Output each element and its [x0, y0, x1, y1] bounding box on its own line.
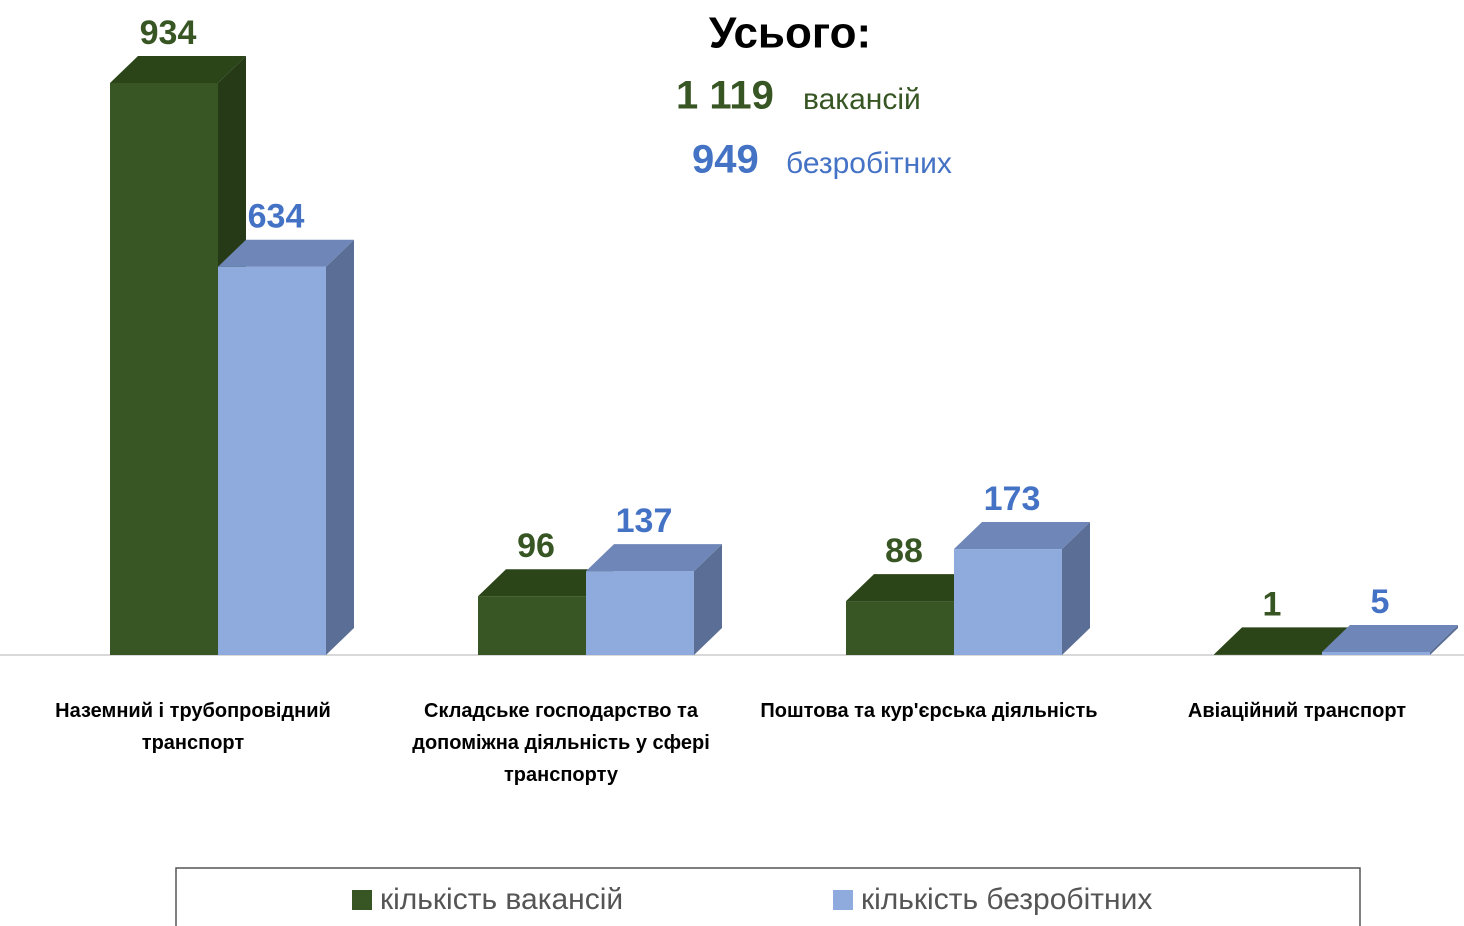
value-label: 88: [885, 532, 923, 570]
bar: [954, 549, 1062, 655]
bar: [478, 596, 586, 655]
bar-top: [110, 56, 246, 83]
bar-top: [1322, 624, 1458, 652]
legend-swatch: [833, 890, 853, 910]
bar-side: [1062, 522, 1090, 655]
x-tick-label: Складське господарство та допоміжна діял…: [412, 700, 710, 786]
bar: [110, 83, 218, 655]
chart-title: Усього:: [709, 9, 871, 58]
value-label: 5: [1371, 583, 1390, 621]
value-label: 1: [1263, 585, 1282, 623]
value-label: 137: [616, 502, 673, 540]
bar: [586, 571, 694, 655]
legend-label: кількість вакансій: [380, 883, 623, 916]
legend-box: [175, 867, 1361, 926]
bar-top: [1214, 627, 1350, 655]
bar-top: [846, 574, 982, 602]
x-tick-label: Авіаційний транспорт: [1187, 700, 1407, 722]
legend-label: кількість безробітних: [861, 883, 1152, 916]
total-text: безробітних: [786, 147, 952, 180]
bar-side: [1430, 624, 1458, 655]
total-number: 949: [692, 138, 759, 182]
x-tick-label: Наземний і трубопровідний транспорт: [55, 700, 331, 754]
bar-top: [218, 239, 354, 267]
bar: [1322, 651, 1430, 655]
value-label: 173: [984, 480, 1041, 518]
legend-swatch: [352, 890, 372, 910]
bar: [1214, 654, 1322, 655]
bar-top: [954, 522, 1090, 550]
bar-side: [694, 544, 722, 655]
bar-side: [326, 239, 354, 656]
bar-top: [586, 544, 722, 572]
bar: [846, 601, 954, 655]
value-label: 934: [140, 14, 197, 52]
total-text: вакансій: [803, 83, 921, 116]
value-label: 96: [517, 527, 555, 565]
bar-top: [478, 569, 614, 597]
x-tick-label: Поштова та кур'єрська діяльність: [760, 700, 1098, 722]
bar: [218, 266, 326, 655]
total-number: 1 119: [676, 74, 774, 118]
value-label: 634: [248, 198, 305, 236]
